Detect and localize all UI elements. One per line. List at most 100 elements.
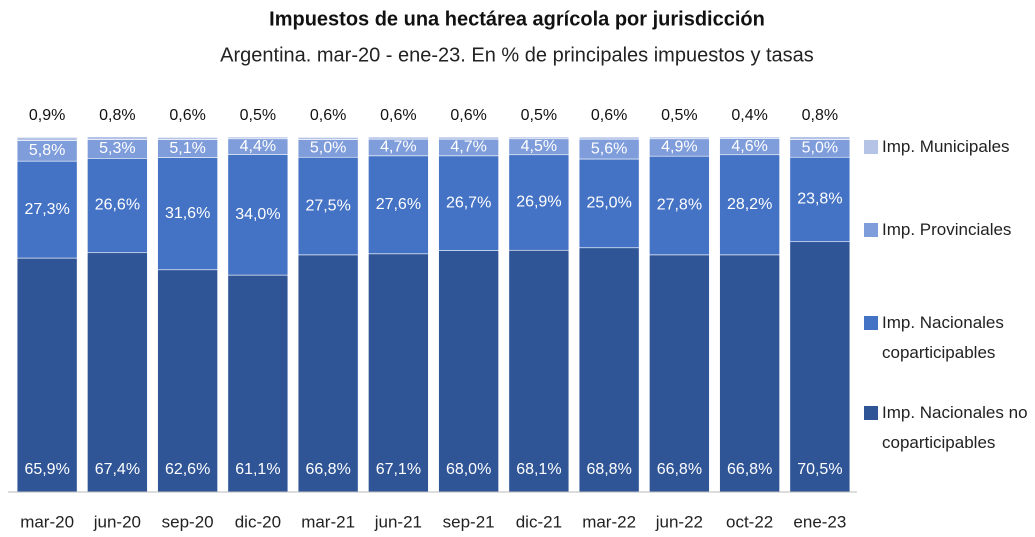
data-label: 66,8%	[305, 461, 350, 478]
bar-segment	[649, 136, 710, 140]
x-tick-label: sep-20	[162, 512, 214, 531]
data-label: 27,5%	[305, 197, 350, 214]
bar-segment	[227, 274, 289, 493]
data-label: 67,4%	[95, 461, 140, 478]
legend-label: Imp. Nacionales no coparticipables	[882, 403, 1028, 452]
x-tick-label: dic-21	[516, 512, 562, 531]
bar-segment	[297, 254, 359, 493]
bar-segment	[789, 241, 851, 493]
data-label: 66,8%	[657, 461, 702, 478]
bar-segment	[368, 253, 429, 493]
bar-segment	[297, 156, 359, 256]
data-label: 0,6%	[169, 107, 205, 124]
data-label: 27,6%	[376, 196, 421, 213]
x-tick-label: jun-20	[93, 512, 141, 531]
bar-segment	[789, 156, 851, 243]
bar-segment	[438, 136, 499, 140]
legend-label: Imp. Nacionales coparticipables	[882, 313, 1004, 362]
data-label: 26,7%	[446, 194, 491, 211]
data-label: 26,9%	[516, 194, 561, 211]
chart-title: Impuestos de una hectárea agrícola por j…	[269, 8, 765, 30]
data-label: 5,3%	[99, 140, 135, 157]
bar-segment	[719, 254, 780, 493]
data-label: 0,6%	[450, 107, 486, 124]
data-label: 28,2%	[727, 196, 772, 213]
bar-segment	[16, 257, 78, 493]
bar-segment	[578, 247, 640, 493]
data-label: 4,7%	[450, 139, 486, 156]
data-label: 0,6%	[310, 107, 346, 124]
data-label: 61,1%	[235, 461, 280, 478]
bar-segment	[508, 249, 570, 493]
data-label: 68,1%	[516, 461, 561, 478]
data-label: 23,8%	[797, 191, 842, 208]
data-label: 5,8%	[29, 142, 65, 159]
bar-segment	[157, 157, 218, 271]
legend-entry: Imp. Nacionales no coparticipables	[864, 398, 1032, 458]
legend-swatch	[864, 140, 878, 154]
bar-segment	[297, 137, 359, 140]
legend-swatch	[864, 316, 878, 330]
data-label: 27,3%	[24, 201, 69, 218]
data-label: 27,8%	[657, 197, 702, 214]
bar-segment	[87, 252, 148, 493]
data-label: 5,6%	[591, 140, 627, 157]
data-label: 0,8%	[99, 107, 135, 124]
data-label: 65,9%	[24, 461, 69, 478]
data-label: 5,1%	[169, 140, 205, 157]
data-label: 4,5%	[521, 138, 557, 155]
x-tick-label: mar-22	[582, 512, 636, 531]
data-label: 25,0%	[586, 195, 631, 212]
bar-segment	[227, 154, 289, 276]
x-tick-label: dic-20	[235, 512, 281, 531]
bar-segment	[508, 136, 570, 140]
data-label: 5,0%	[310, 140, 346, 157]
bar-segment	[789, 136, 851, 140]
legend-label: Imp. Municipales	[882, 137, 1010, 156]
bar-segment	[649, 254, 710, 493]
data-label: 0,5%	[661, 107, 697, 124]
data-label: 4,4%	[240, 138, 276, 155]
data-label: 0,5%	[240, 107, 276, 124]
data-label: 5,0%	[802, 140, 838, 157]
x-tick-label: jun-22	[655, 512, 703, 531]
x-tick-label: sep-21	[443, 512, 495, 531]
data-label: 34,0%	[235, 206, 280, 223]
data-label: 4,9%	[661, 139, 697, 156]
x-tick-label: jun-21	[374, 512, 422, 531]
data-label: 66,8%	[727, 461, 772, 478]
data-label: 26,6%	[95, 197, 140, 214]
data-label: 62,6%	[165, 461, 210, 478]
bar-segment	[719, 136, 780, 139]
bar-segment	[87, 136, 148, 140]
bar-segment	[508, 154, 570, 251]
legend-entry: Imp. Nacionales coparticipables	[864, 308, 1032, 368]
data-label: 4,6%	[731, 138, 767, 155]
bar-segment	[368, 155, 429, 255]
data-label: 68,8%	[586, 461, 631, 478]
bar-segment	[438, 250, 499, 493]
bar-segment	[719, 154, 780, 256]
bar-segment	[157, 137, 218, 140]
data-label: 70,5%	[797, 461, 842, 478]
legend-swatch	[864, 406, 878, 420]
data-label: 0,6%	[591, 107, 627, 124]
data-label: 31,6%	[165, 205, 210, 222]
data-label: 0,4%	[731, 107, 767, 124]
data-label: 0,5%	[521, 107, 557, 124]
bar-segment	[227, 136, 289, 140]
data-label: 4,7%	[380, 139, 416, 156]
bar-segment	[16, 137, 78, 141]
legend-entry: Imp. Provinciales	[864, 215, 1032, 245]
data-label: 0,9%	[29, 107, 65, 124]
chart-subtitle: Argentina. mar-20 - ene-23. En % de prin…	[220, 44, 814, 66]
bar-segment	[16, 160, 78, 259]
bar-segment	[157, 269, 218, 493]
legend-entry: Imp. Municipales	[864, 132, 1032, 162]
bar-segment	[649, 155, 710, 256]
x-tick-label: mar-21	[301, 512, 355, 531]
x-tick-label: mar-20	[20, 512, 74, 531]
x-tick-label: oct-22	[726, 512, 773, 531]
